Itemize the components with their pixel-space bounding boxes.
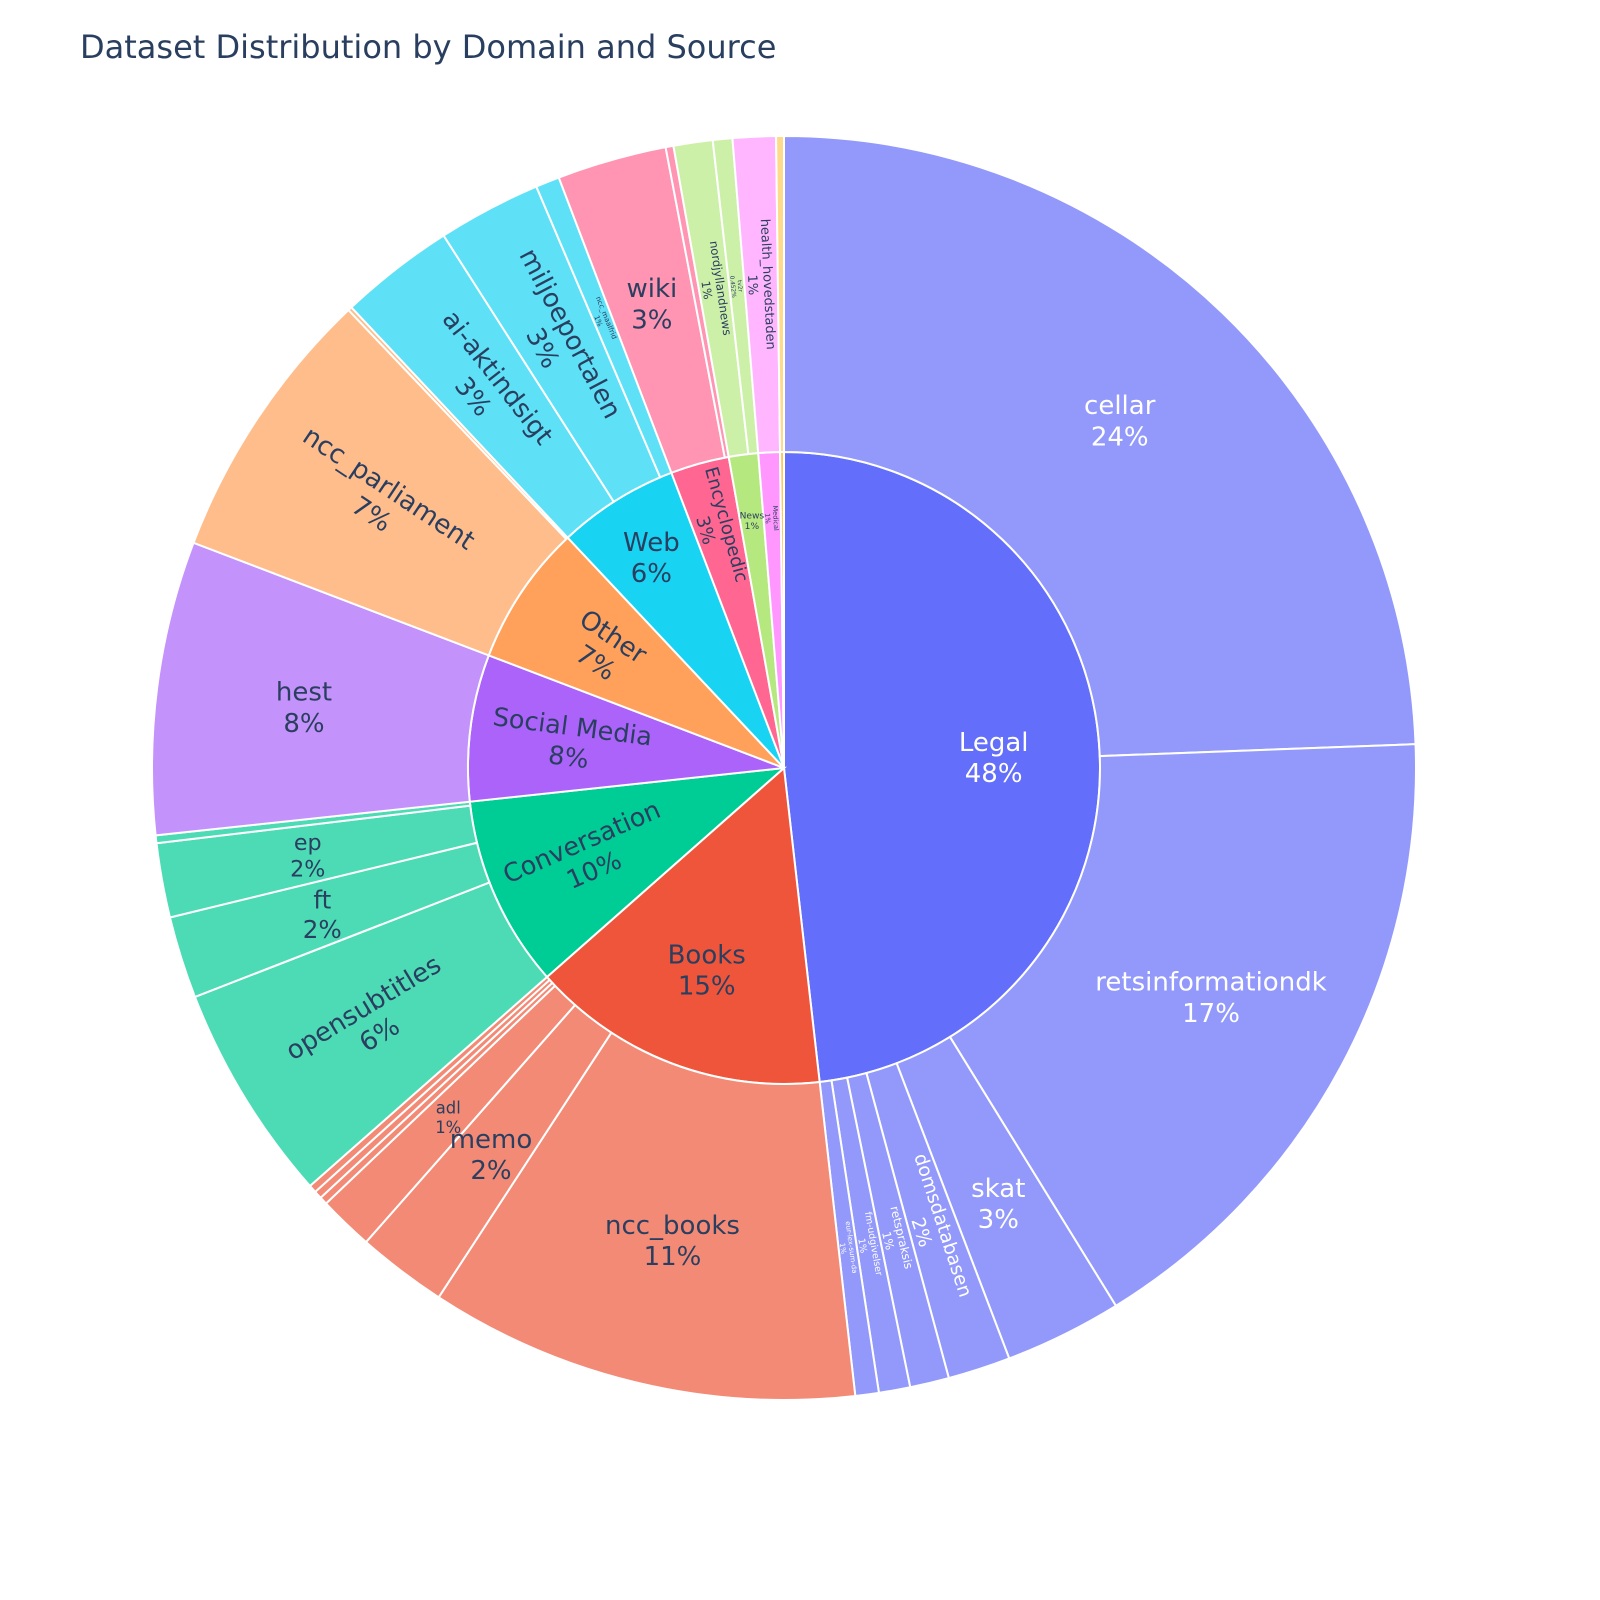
slice-label-hest-3-0: hest 8%	[276, 678, 332, 739]
slice-label-memo-1-1: memo 2%	[450, 1125, 533, 1186]
slice-label-news-7: News 1%	[740, 511, 765, 532]
slice-label-ep-2-2: ep 2%	[290, 830, 325, 883]
source-slice-ncc-books-1-0[interactable]	[437, 1031, 857, 1401]
slice-label-web-5: Web 6%	[623, 528, 680, 589]
slice-label-health-hovedstaden-8-0: health_hovedstaden1%	[741, 218, 778, 350]
slice-label-adl-1-2: adl 1%	[435, 1098, 461, 1137]
slice-label-ft-2-1: ft 2%	[303, 885, 342, 944]
outer-ring	[151, 134, 1417, 1401]
slice-label-skat-0-2: skat 3%	[971, 1174, 1025, 1235]
slice-label-wiki-6-0: wiki 3%	[627, 274, 678, 335]
source-slice-unlabeled-9-0[interactable]	[775, 134, 785, 454]
source-slice-cellar-0-0[interactable]	[783, 134, 1417, 758]
slice-label-retsinformationdk-0-1: retsinformationdk 17%	[1095, 968, 1326, 1029]
slice-label-books-1: Books 15%	[668, 940, 746, 1001]
source-slice-retsinformationdk-0-1[interactable]	[948, 743, 1417, 1308]
slice-label-cellar-0-0: cellar 24%	[1084, 391, 1156, 452]
slice-label-ncc-books-1-0: ncc_books 11%	[605, 1211, 740, 1272]
slice-label-legal-0: Legal 48%	[959, 728, 1029, 789]
chart-title: Dataset Distribution by Domain and Sourc…	[80, 28, 777, 66]
slice-label-medical-8: Medical1%	[763, 505, 780, 531]
slice-label-tv2r-7-1: tv2r0.452%	[728, 275, 743, 299]
